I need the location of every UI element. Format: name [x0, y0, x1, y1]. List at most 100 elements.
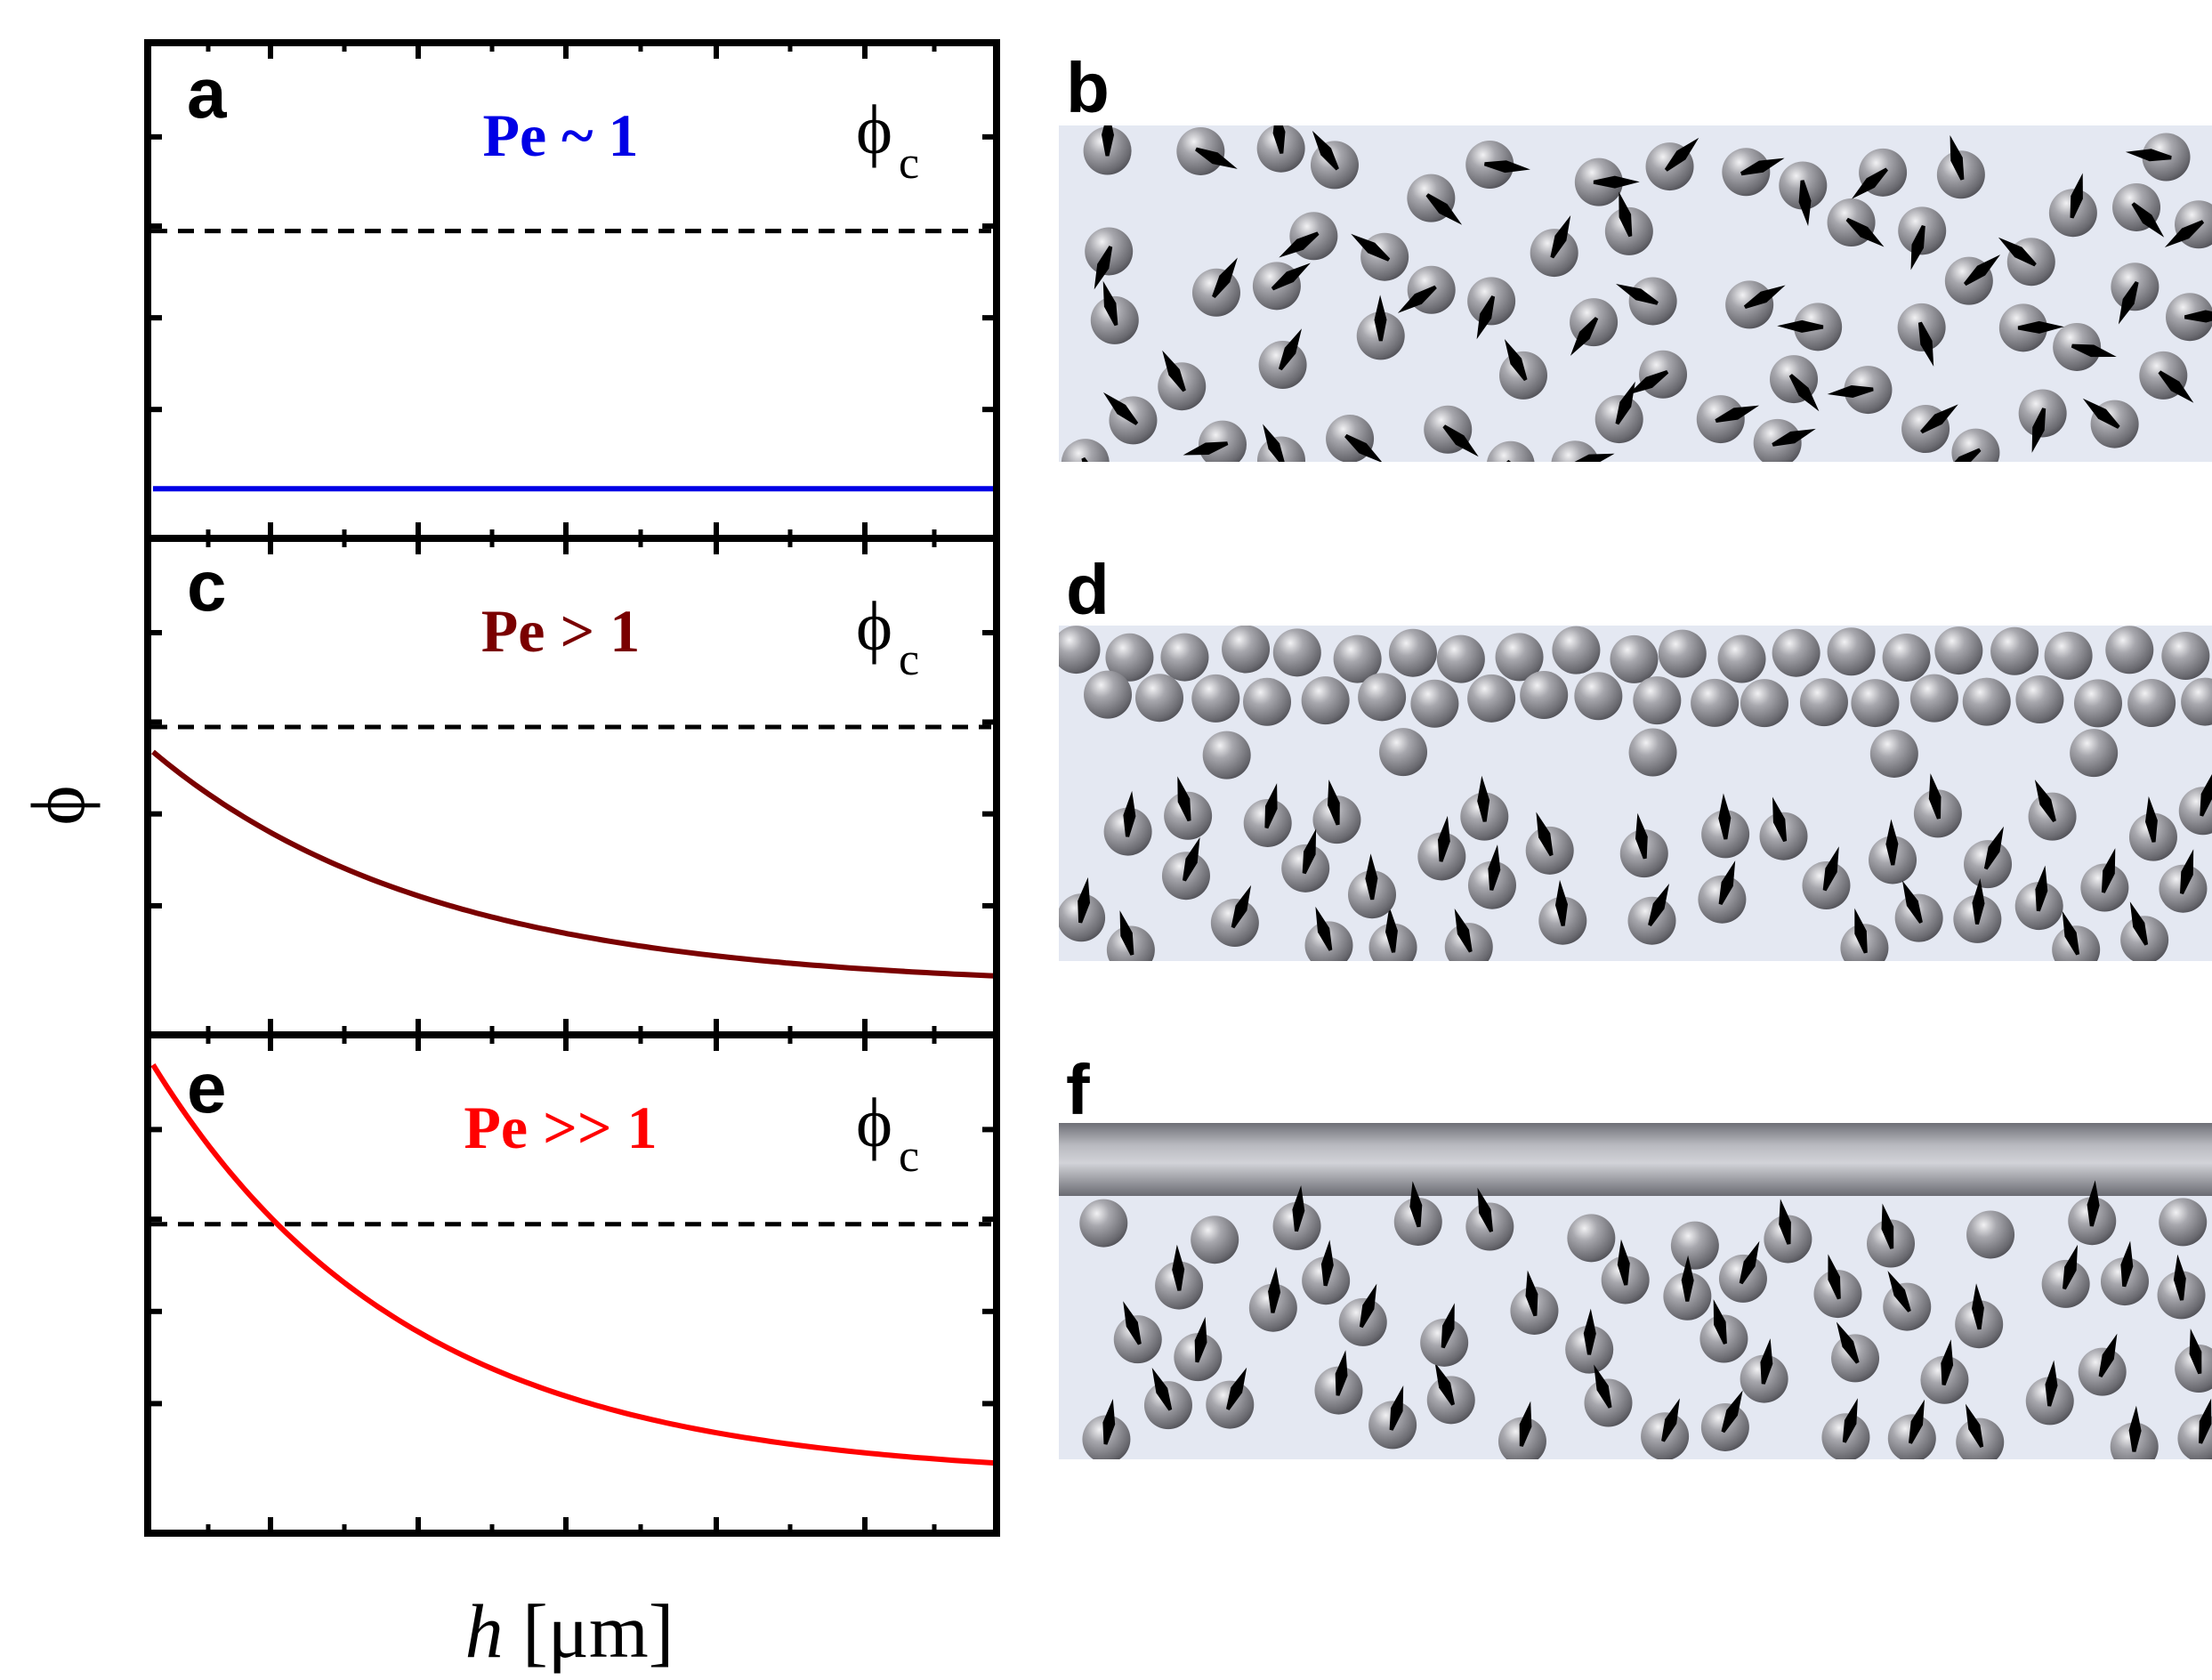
particle	[1333, 634, 1382, 683]
particle	[1882, 633, 1931, 682]
particle	[1368, 906, 1417, 961]
particle	[1085, 227, 1134, 290]
particle	[1852, 148, 1908, 199]
particle	[1465, 141, 1530, 190]
particle	[1619, 812, 1668, 878]
particle	[2164, 200, 2212, 249]
particle	[1953, 878, 2002, 943]
particle	[1574, 672, 1623, 721]
peclet-label: Pe >> 1	[464, 1094, 657, 1161]
particle	[1867, 1203, 1916, 1268]
particle	[2166, 293, 2212, 342]
particle	[2125, 133, 2191, 182]
particle	[1079, 1199, 1128, 1248]
particle	[2082, 398, 2139, 448]
particle	[1158, 350, 1207, 411]
panel-letter-a: a	[187, 53, 227, 133]
particle	[1718, 1240, 1767, 1303]
particle	[1351, 232, 1409, 281]
particle	[1691, 678, 1740, 727]
particle	[1772, 628, 1820, 677]
particle	[1176, 126, 1238, 175]
panel-letter-d: d	[1066, 550, 1110, 629]
particle	[1964, 826, 2013, 889]
particle	[1135, 674, 1184, 723]
particle	[1495, 633, 1544, 682]
particle	[1831, 1321, 1880, 1383]
peclet-label: Pe > 1	[481, 597, 640, 665]
particle	[1302, 1240, 1351, 1305]
particle	[1584, 1364, 1633, 1427]
particle	[1059, 876, 1106, 942]
particle	[1444, 909, 1493, 961]
particle	[1740, 679, 1789, 728]
particle	[1951, 428, 2000, 462]
plot-panel-c: c Pe > 1 ϕ c	[148, 538, 997, 1035]
particle	[1210, 884, 1259, 948]
particle	[1279, 212, 1338, 261]
particle	[1770, 355, 1820, 412]
svg-text:c: c	[899, 634, 919, 685]
particle	[2110, 1405, 2159, 1459]
particles	[1079, 1180, 2212, 1459]
particle	[1272, 1185, 1321, 1250]
particle	[1460, 775, 1509, 841]
particle	[1699, 1299, 1748, 1363]
particle	[1103, 790, 1152, 856]
particle	[2159, 849, 2208, 913]
x-axis-label: h [μm]	[465, 1588, 674, 1674]
particle	[1143, 1368, 1192, 1430]
particle	[1191, 257, 1240, 317]
particle	[2053, 322, 2117, 371]
particle	[2128, 796, 2177, 861]
particle	[1397, 265, 1456, 314]
particle	[2105, 626, 2154, 674]
particle	[1725, 280, 1786, 329]
particle	[1633, 676, 1682, 725]
svg-text:ϕ: ϕ	[856, 587, 892, 665]
particle	[2127, 679, 2176, 728]
particle	[2015, 675, 2064, 724]
schematic-panel-b: b	[1059, 48, 2212, 462]
particle	[1601, 1239, 1650, 1304]
particle	[1510, 1270, 1559, 1335]
particle	[2100, 1240, 2149, 1306]
particle	[1368, 1385, 1417, 1450]
particle	[1164, 776, 1213, 840]
particle	[1467, 674, 1516, 723]
particle	[1641, 1398, 1690, 1459]
particle	[1393, 1181, 1442, 1246]
particle	[1161, 836, 1210, 901]
particle	[1105, 633, 1154, 682]
particle	[1887, 1399, 1936, 1459]
particle	[1740, 1338, 1788, 1403]
panel-letter-f: f	[1066, 1050, 1090, 1129]
particle	[1538, 879, 1587, 945]
particle	[1645, 137, 1699, 191]
particle	[1301, 676, 1350, 725]
plot-frames	[144, 39, 1000, 1537]
particle	[1498, 1401, 1546, 1459]
particle	[1155, 1244, 1204, 1310]
particle	[1160, 633, 1209, 682]
particle	[2044, 631, 2093, 680]
particle	[1759, 796, 1808, 860]
particle	[2068, 1180, 2117, 1246]
particle	[1628, 728, 1677, 777]
particle	[1722, 148, 1785, 197]
particle	[1243, 677, 1292, 726]
particle	[1898, 206, 1947, 271]
particle	[1272, 628, 1321, 677]
particle	[1966, 1210, 2015, 1259]
svg-text:c: c	[899, 138, 919, 189]
particle	[1909, 674, 1958, 723]
panel-letter-c: c	[187, 546, 227, 626]
particle	[1326, 415, 1383, 462]
particle	[1956, 1403, 2005, 1459]
particle	[1616, 277, 1677, 326]
svg-text:c: c	[899, 1131, 919, 1182]
particle	[2181, 677, 2212, 726]
plot-panel-a: a Pe ~ 1 ϕ c	[148, 43, 997, 538]
particle	[1082, 1399, 1131, 1459]
particle	[1281, 828, 1330, 892]
